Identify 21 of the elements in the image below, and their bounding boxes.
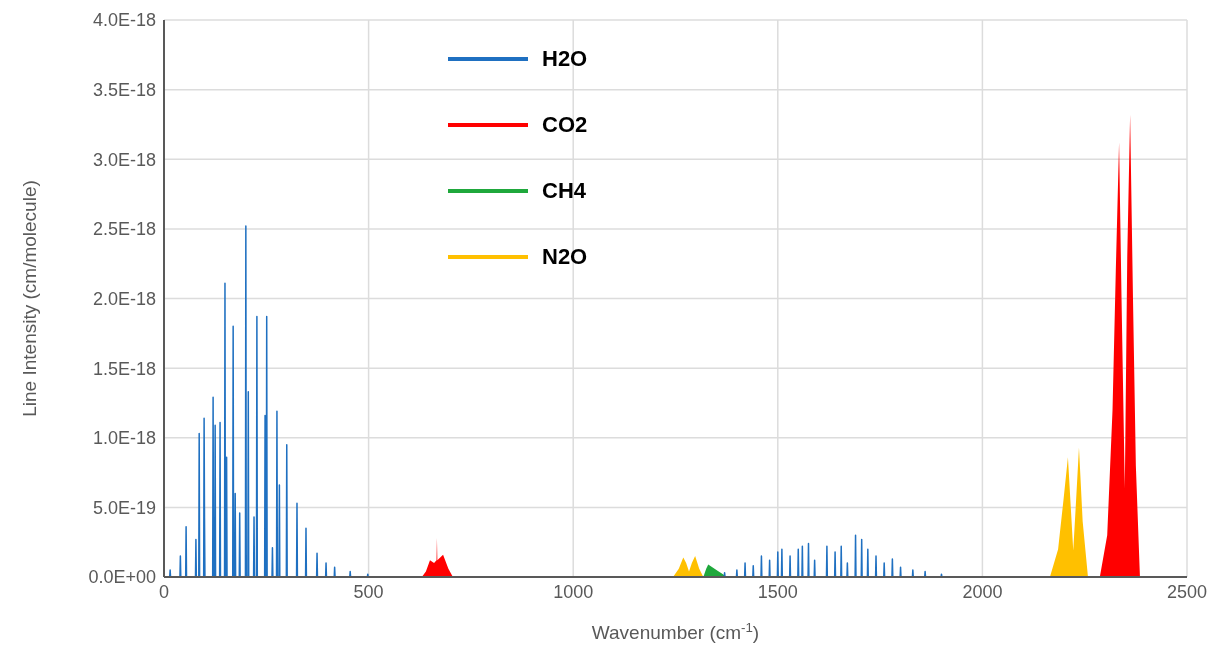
y-tick-label: 3.0E-18 — [92, 149, 156, 170]
x-tick-label: 2000 — [962, 581, 1003, 602]
x-tick-label: 0 — [158, 581, 170, 602]
y-tick-label: 0.0E+00 — [88, 567, 156, 588]
x-axis-title: Wavenumber (cm$^{-1}$) — [591, 619, 760, 643]
x-tick-label: 2500 — [1166, 581, 1208, 602]
y-tick-label: 3.5E-18 — [92, 80, 156, 101]
y-tick-label: 5.0E-19 — [92, 497, 156, 518]
x-tick-label: 1500 — [757, 581, 798, 602]
y-tick-label: 2.5E-18 — [92, 219, 156, 240]
y-tick-label: 1.5E-18 — [92, 358, 156, 379]
legend-label: CO2 — [542, 112, 588, 138]
y-tick-label: 2.0E-18 — [92, 288, 156, 309]
y-tick-label: 1.0E-18 — [92, 428, 156, 449]
x-tick-label: 1000 — [553, 581, 594, 602]
legend-label: CH4 — [542, 178, 587, 204]
legend-label: H2O — [542, 46, 588, 72]
y-tick-label: 4.0E-18 — [92, 10, 156, 31]
x-tick-label: 500 — [353, 581, 384, 602]
legend-label: N2O — [542, 244, 588, 270]
y-axis-title: Line Intensity (cm/molecule) — [19, 180, 40, 417]
